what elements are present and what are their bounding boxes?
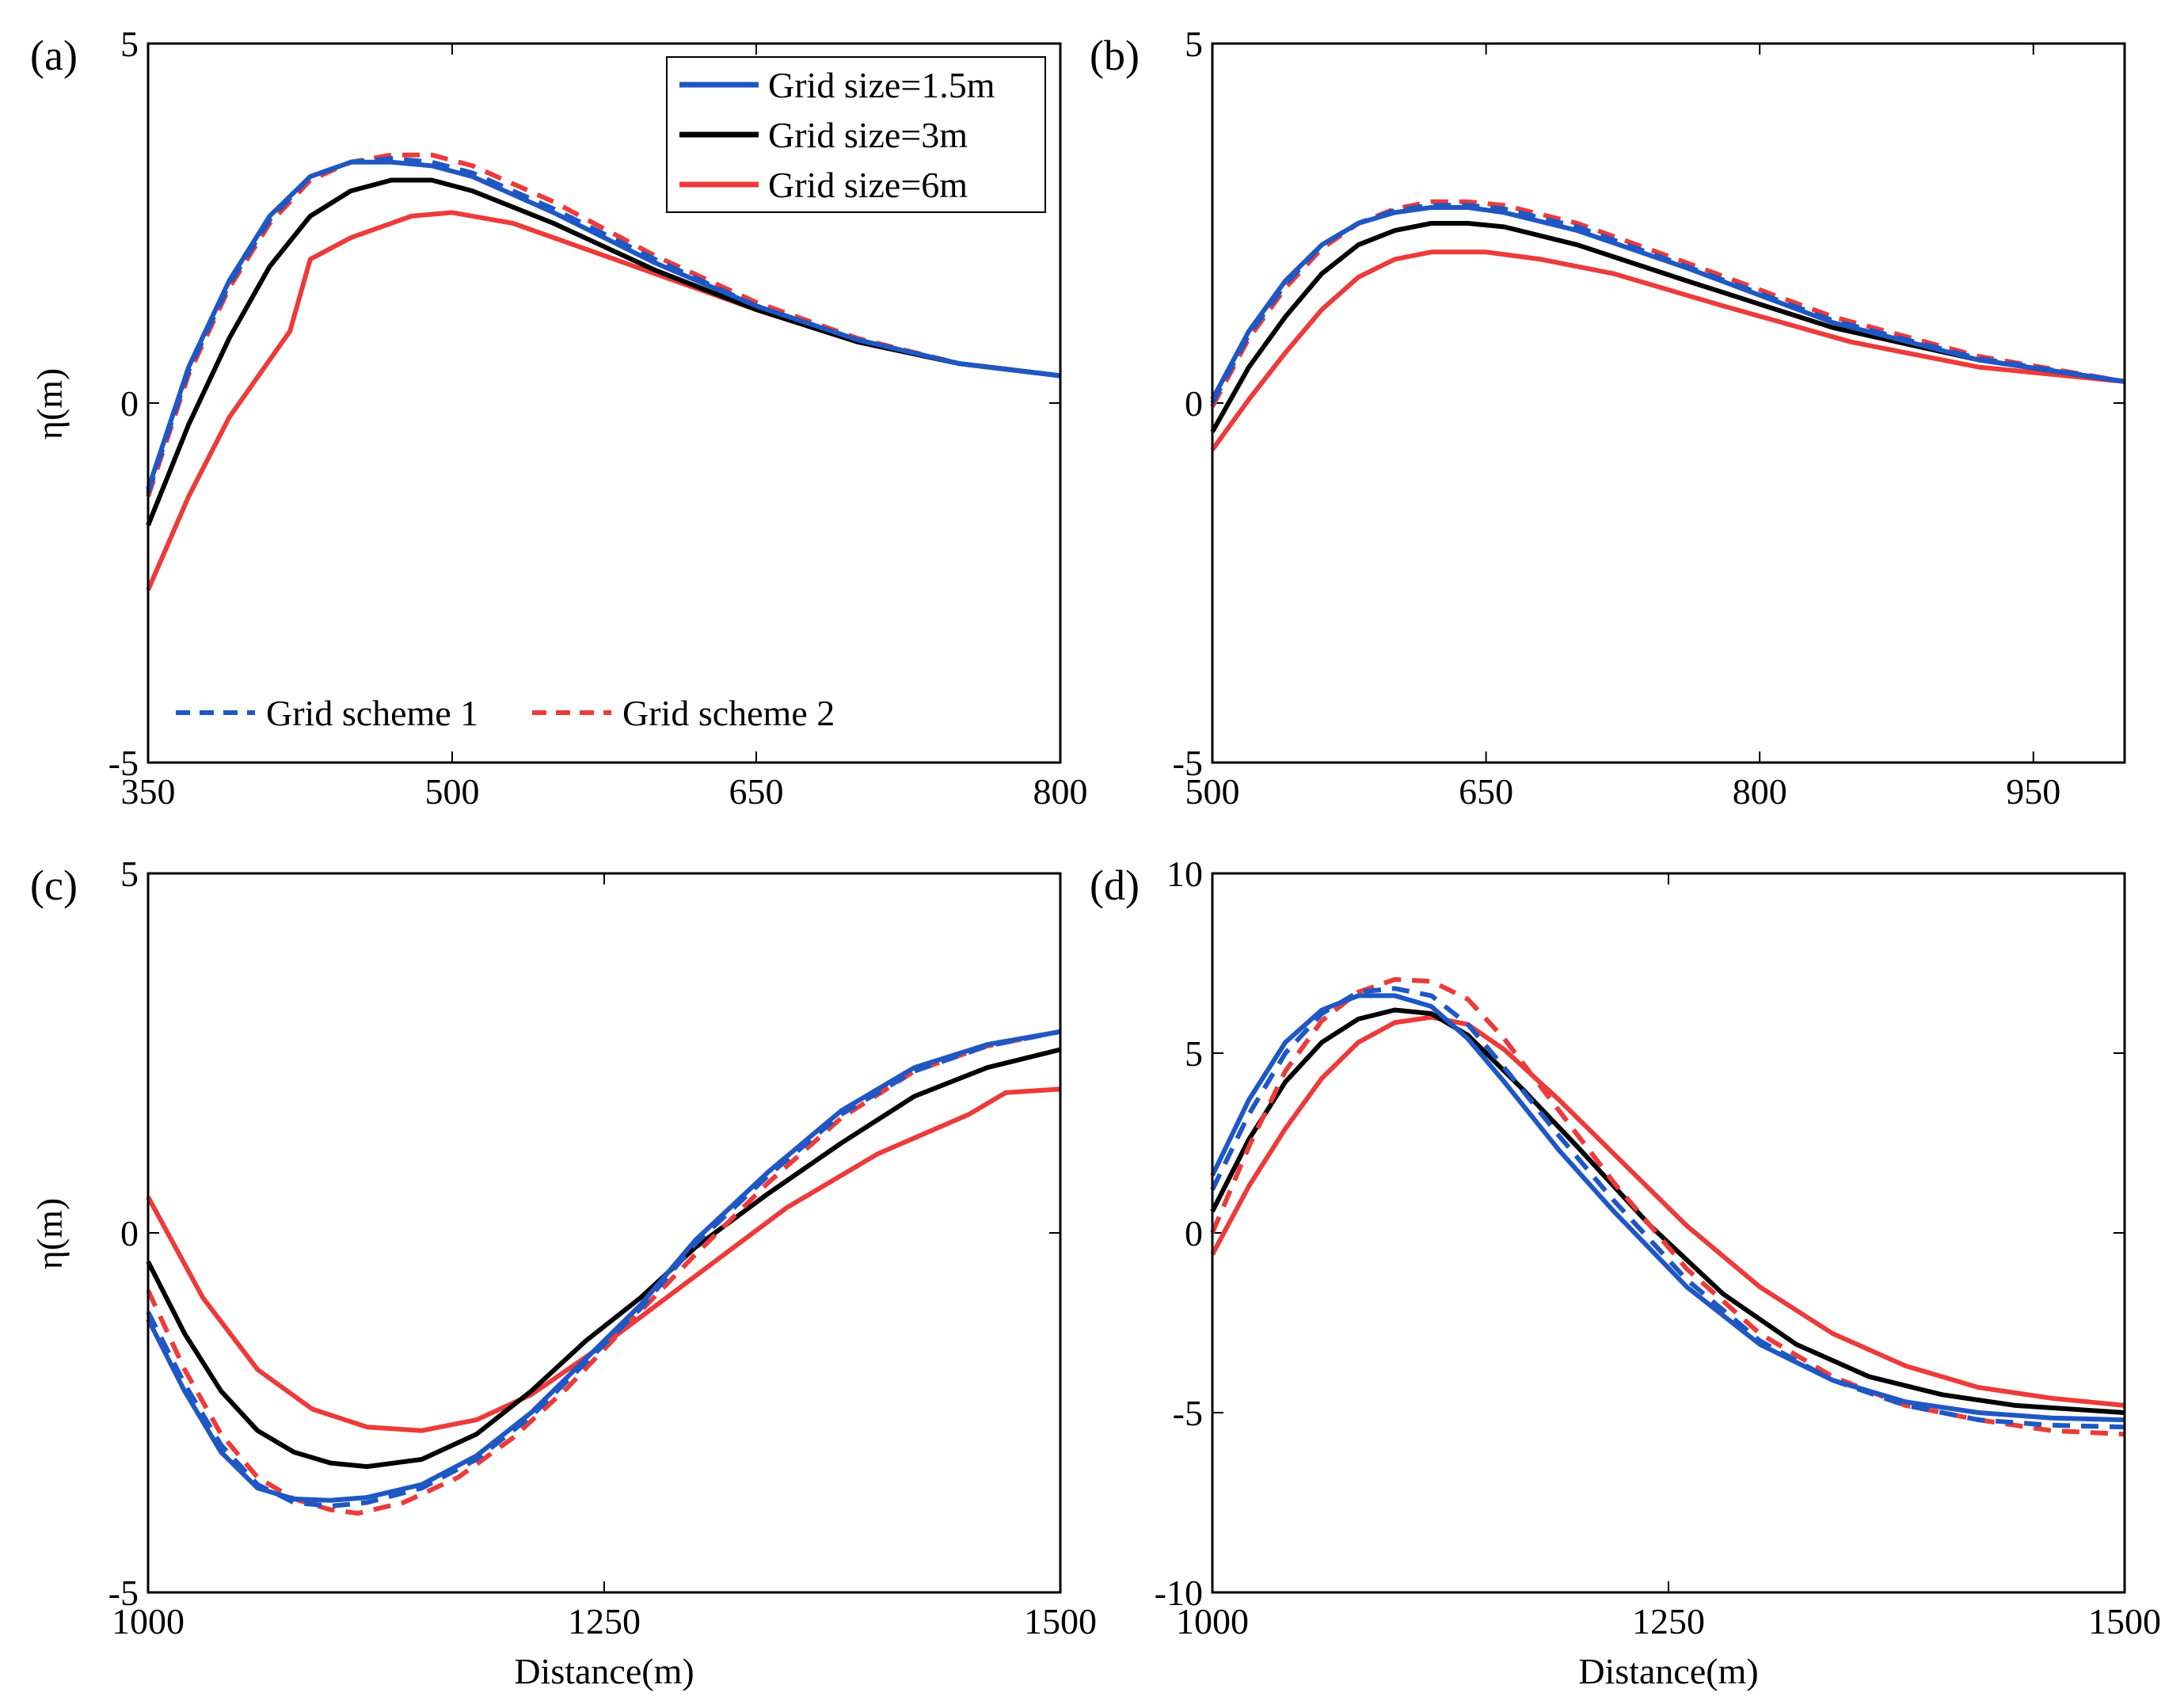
y-tick-label: -5 [1173,1393,1203,1433]
x-tick-label: 1250 [1632,1601,1705,1641]
y-tick-label: 10 [1166,854,1203,894]
y-tick-label: 5 [1185,1033,1203,1074]
series-line-grid-3m-solid [146,1047,1061,1470]
x-axis-label: Distance(m) [514,1651,694,1691]
plot-frame [1211,42,2126,764]
series-line-grid-6m-dashed [146,1029,1061,1516]
legend-label: Grid scheme 1 [266,693,478,733]
chart-panel-c: (c) η(m) Distance(m) 1000 1250 1500 -5 0 5 [29,854,1097,1691]
legend-label: Grid size=3m [768,115,968,155]
series-line-grid-6m-solid [146,1086,1061,1433]
panel-label: (d) [1090,862,1140,909]
y-tick-label: 0 [120,1213,139,1253]
panel-label: (a) [30,32,78,79]
x-tick-label: 1000 [112,1601,185,1641]
series-line-grid-1-5m-dashed [1210,986,2125,1430]
y-tick-label: 0 [1185,383,1203,424]
series-line-grid-3m-solid [1210,1007,2125,1415]
y-tick-label: 5 [1185,24,1203,64]
series-line-grid-6m-solid [1210,1014,2125,1408]
chart-panel-a: (a) η(m) 350 500 650 800 -5 0 5 Grid size=1.5m… [29,24,1088,812]
series-line-grid-1-5m-solid [146,159,1061,490]
plot-frame [146,872,1062,1594]
x-tick-label: 500 [1185,771,1240,812]
x-tick-label: 1000 [1176,1601,1249,1641]
y-tick-label: -10 [1155,1573,1203,1613]
y-axis-label: η(m) [29,1198,70,1269]
x-tick-label: 350 [121,771,176,812]
series-line-grid-6m-solid [146,210,1061,592]
legend-label: Grid scheme 2 [622,693,835,733]
panel-label: (b) [1090,32,1140,79]
y-tick-label: 5 [120,854,139,894]
plot-frame [146,42,1062,764]
legend-label: Grid size=6m [768,165,968,205]
series-line-grid-3m-solid [146,177,1061,527]
y-tick-label: -5 [108,743,139,783]
x-tick-label: 1500 [2088,1601,2161,1641]
series-line-grid-1-5m-solid [1210,993,2125,1423]
series-line-grid-3m-solid [1210,221,2125,433]
x-tick-label: 650 [1459,771,1513,812]
x-tick-label: 500 [425,771,480,812]
series-line-grid-6m-dashed [1210,976,2125,1437]
legend-grid-size: Grid size=1.5m Grid size=3m Grid size=6m [666,56,1046,213]
y-tick-label: 5 [120,24,139,64]
y-tick-label: -5 [108,1573,139,1613]
series-line-grid-6m-dashed [1210,199,2125,408]
chart-panel-d: (d) Distance(m) 1000 1250 1500 -10 -5 0 5 10 [1090,854,2161,1691]
x-tick-label: 950 [2006,771,2060,812]
x-axis-label: Distance(m) [1578,1651,1758,1691]
panel-label: (c) [30,862,78,909]
x-tick-label: 800 [1733,771,1787,812]
plot-frame [1211,872,2126,1594]
chart-panel-b: (b) 500 650 800 950 -5 0 5 [1090,24,2126,812]
series-line-grid-6m-solid [1210,249,2125,451]
series-line-grid-1-5m-solid [146,1029,1061,1503]
series-line-grid-1-5m-dashed [146,1029,1061,1508]
y-axis-label: η(m) [29,368,70,439]
legend-label: Grid size=1.5m [768,65,995,105]
x-tick-label: 1500 [1024,1601,1097,1641]
y-tick-label: -5 [1173,743,1203,783]
x-tick-label: 650 [729,771,784,812]
x-tick-label: 1250 [568,1601,641,1641]
series-line-grid-1-5m-dashed [1210,203,2125,405]
series-line-grid-1-5m-solid [1210,205,2125,401]
y-tick-label: 0 [1185,1213,1203,1253]
x-tick-label: 800 [1033,771,1088,812]
legend-grid-scheme: Grid scheme 1 Grid scheme 2 [176,693,835,733]
y-tick-label: 0 [120,383,139,424]
